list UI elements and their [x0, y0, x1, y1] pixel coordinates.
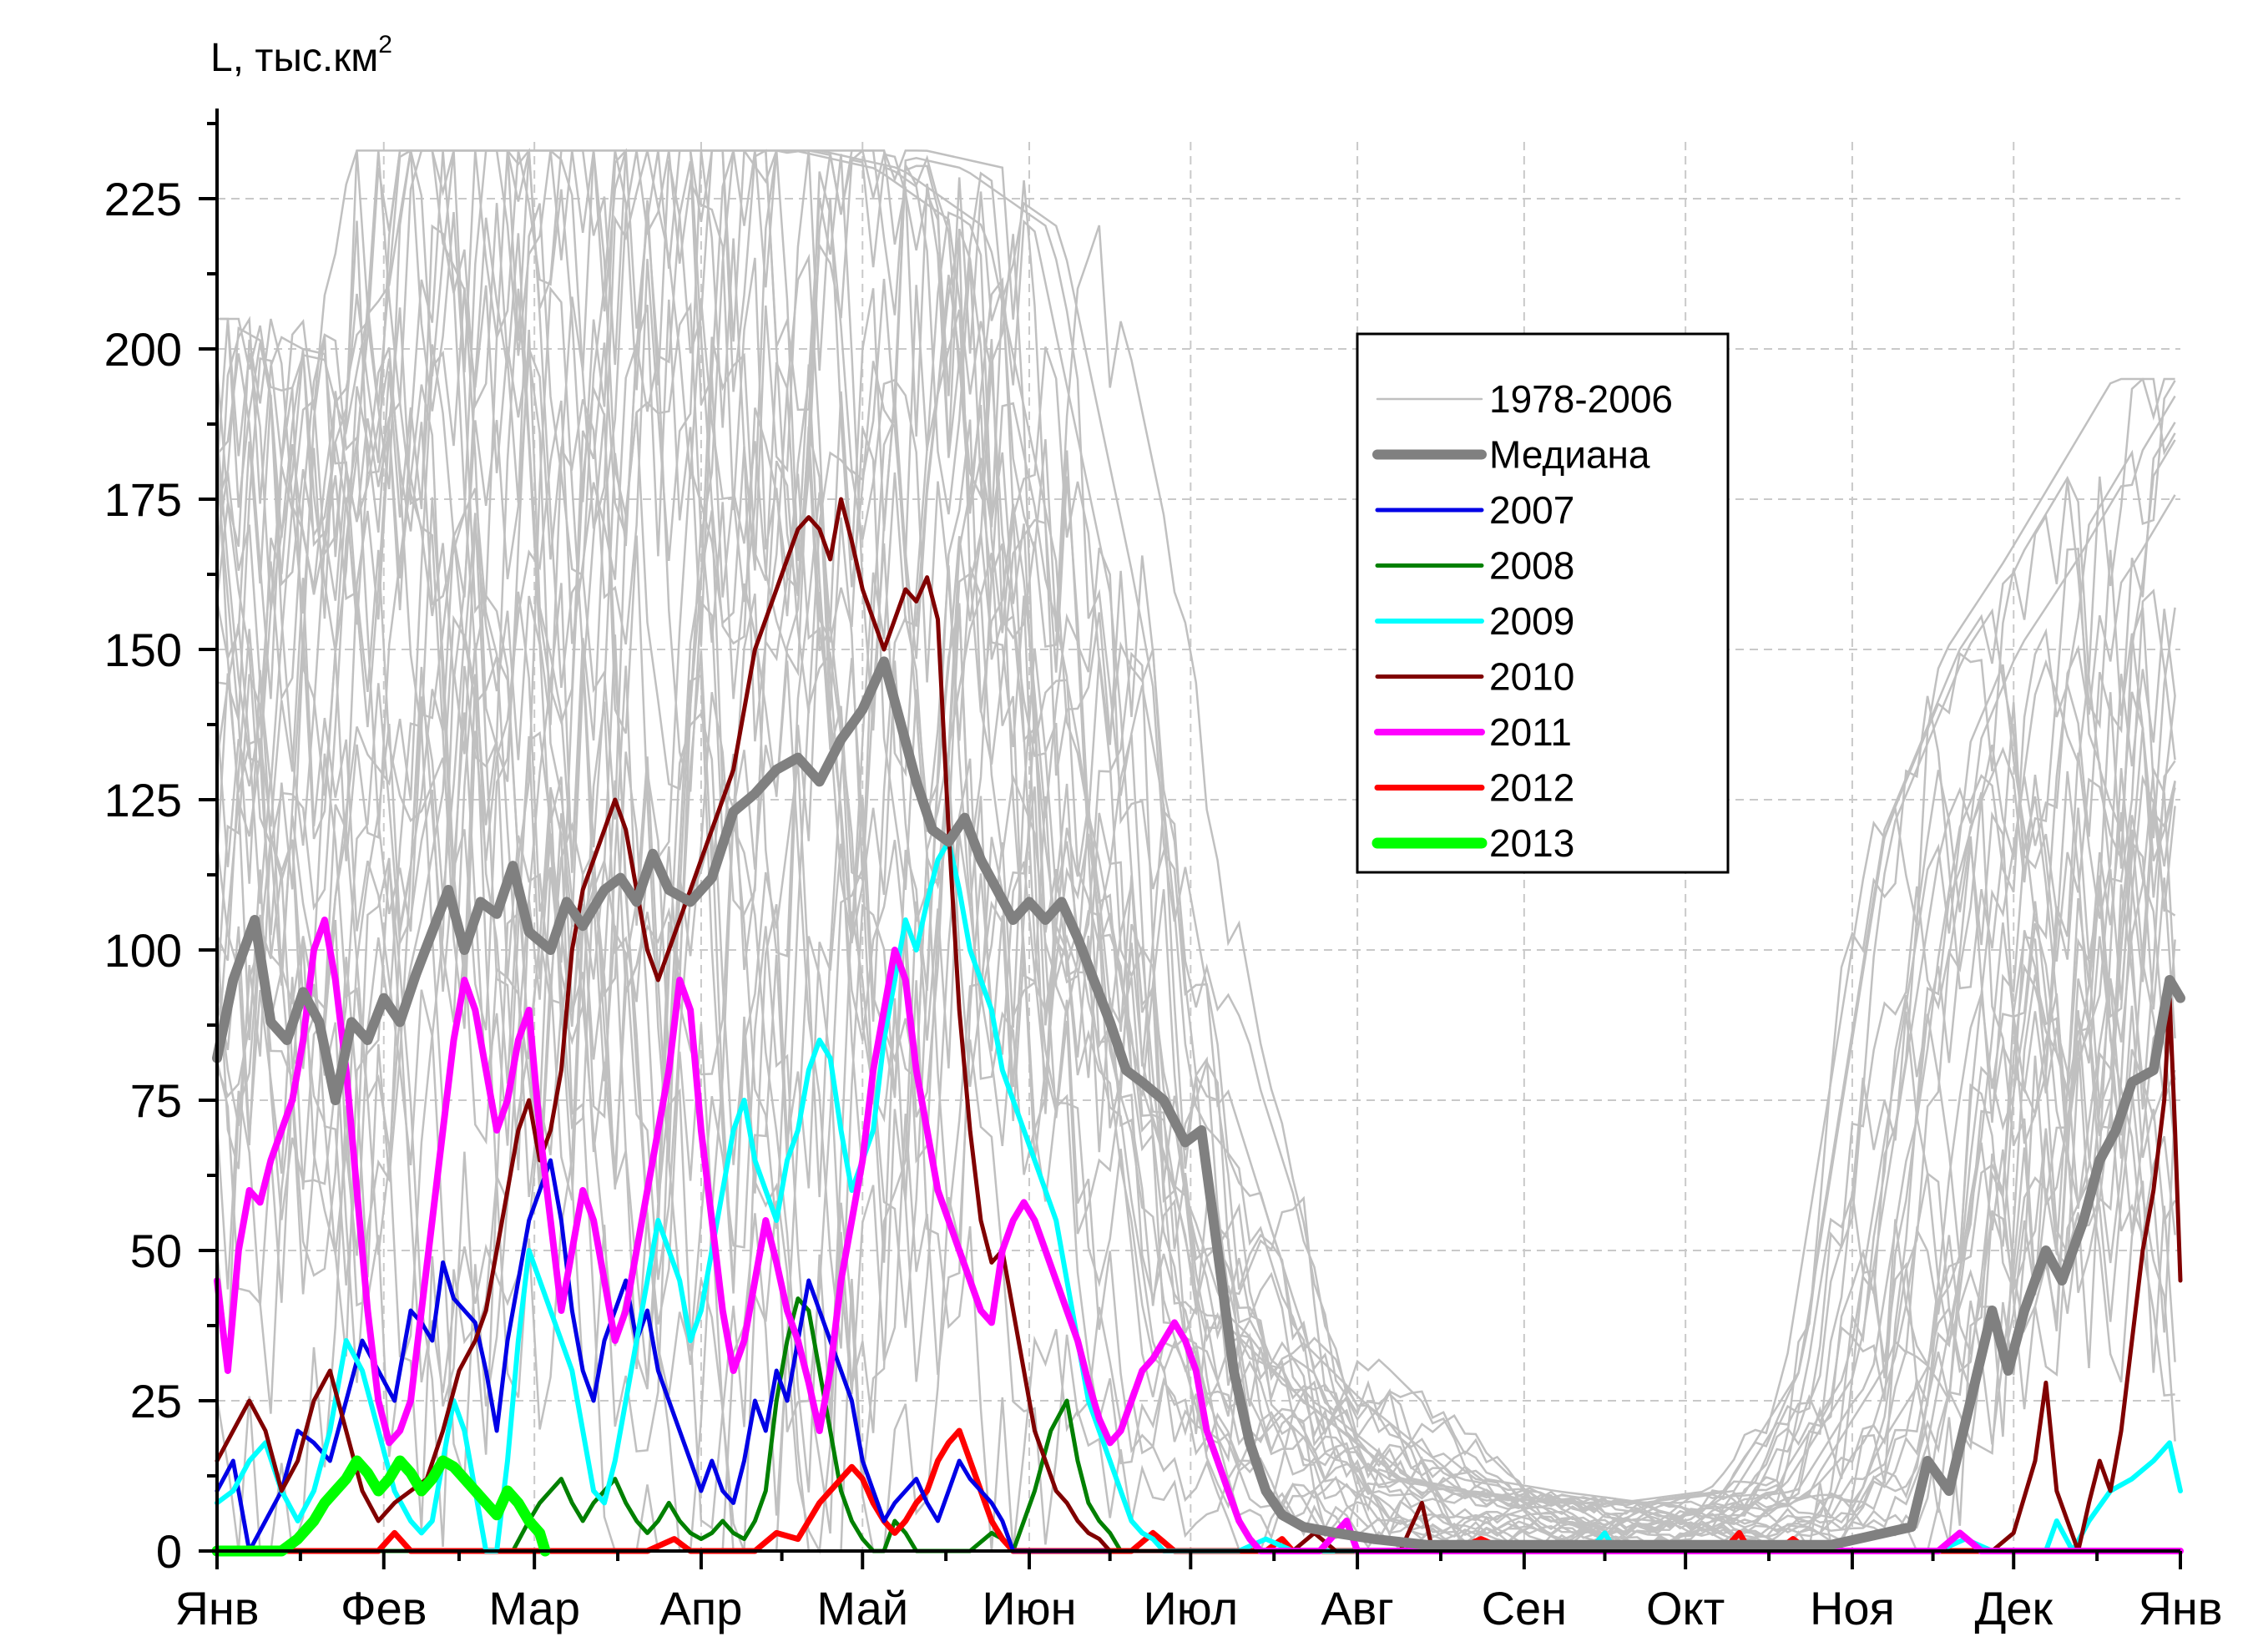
legend-label: 1978-2006 [1489, 377, 1673, 421]
series-line-2007 [215, 1158, 2183, 1553]
background-year-line [215, 510, 2176, 1542]
x-tick-label: Янв [174, 1582, 259, 1634]
background-year-line [215, 149, 2176, 1515]
legend-label: 2007 [1489, 488, 1574, 532]
legend-label: 2008 [1489, 544, 1574, 588]
y-axis-label: L, тыс.км2 [210, 31, 392, 80]
x-tick-label: Ноя [1810, 1582, 1895, 1634]
y-axis-label-main: L, тыс.км [210, 36, 378, 80]
x-tick-label: Авг [1321, 1582, 1394, 1634]
background-year-line [215, 150, 2175, 1539]
y-tick-label: 25 [130, 1375, 182, 1427]
background-year-line [215, 149, 2176, 1533]
y-ticks: 0 25 50 75 100 125 150 175 200 225 [104, 122, 217, 1578]
background-year-line [215, 234, 2176, 1546]
y-tick-label: 175 [104, 473, 182, 526]
background-year-line [215, 614, 2176, 1553]
y-tick-label: 50 [130, 1225, 182, 1277]
background-year-line [215, 346, 2176, 1548]
y-tick-label: 75 [130, 1074, 182, 1127]
background-year-line [216, 148, 2176, 1515]
x-tick-label: Мар [488, 1582, 580, 1634]
gridlines [217, 142, 2180, 1551]
series-line-median [212, 656, 2185, 1550]
legend-label: Медиана [1489, 433, 1650, 477]
y-tick-label: 125 [104, 774, 182, 826]
x-tick-label: Апр [660, 1582, 743, 1634]
x-tick-label: Дек [1974, 1582, 2053, 1634]
y-tick-label: 200 [104, 323, 182, 376]
y-tick-label: 225 [104, 173, 182, 225]
x-ticks: Янв Фев Мар Апр Май Июн Июл Авг Сен Окт Ноя Дек Янв [174, 1551, 2223, 1634]
x-tick-label: Май [816, 1582, 908, 1634]
background-year-line [215, 149, 2176, 1526]
x-tick-label: Июл [1143, 1582, 1238, 1634]
background-year-line [217, 149, 2176, 1513]
legend-label: 2011 [1489, 710, 1572, 754]
background-year-line [215, 355, 2176, 1553]
background-year-line [215, 503, 2176, 1553]
legend-label: 2010 [1489, 655, 1574, 699]
year-series-lines [211, 497, 2185, 1557]
x-tick-label: Окт [1646, 1582, 1725, 1634]
legend-label: 2013 [1489, 821, 1574, 865]
background-year-line [215, 149, 2176, 1532]
series-line-2011 [214, 917, 2184, 1554]
legend-box [1356, 332, 1730, 874]
x-tick-label: Фев [341, 1582, 427, 1634]
y-axis-label-superscript: 2 [378, 31, 392, 58]
y-tick-label: 0 [156, 1525, 182, 1578]
y-tick-label: 150 [104, 624, 182, 676]
background-year-line [217, 157, 2176, 1521]
legend-label: 2009 [1489, 599, 1574, 643]
x-tick-label: Сен [1482, 1582, 1568, 1634]
series-line-2010 [215, 497, 2183, 1553]
legend: 1978-2006 Медиана 2007 2008 2009 2010 2011 2012… [1356, 332, 1730, 874]
series-line-2013 [211, 1455, 551, 1557]
x-tick-label: Июн [982, 1582, 1076, 1634]
y-tick-label: 100 [104, 924, 182, 977]
series-line-2009 [215, 839, 2183, 1553]
x-tick-label: Янв [2138, 1582, 2222, 1634]
background-years-lines [215, 148, 2176, 1555]
legend-label: 2012 [1489, 766, 1574, 810]
